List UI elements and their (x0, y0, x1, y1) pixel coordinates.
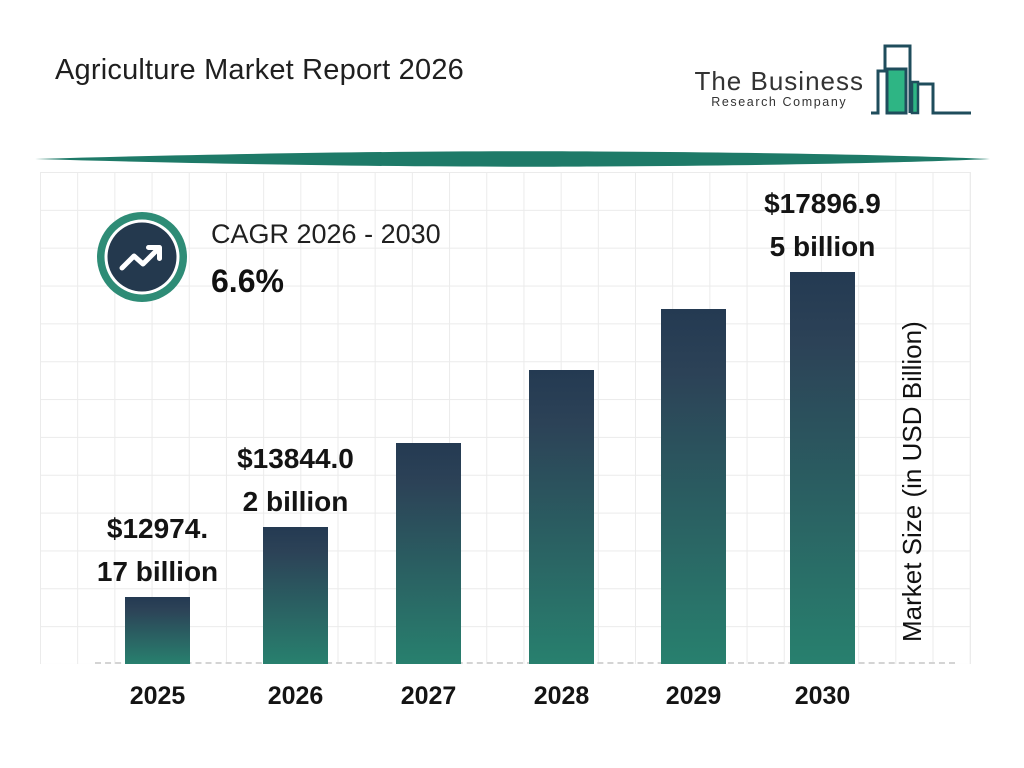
bar-value-line: $17896.9 (764, 188, 881, 219)
x-tick-2028: 2028 (533, 682, 590, 710)
logo-name: The Business (694, 66, 864, 96)
bar-2029 (661, 309, 726, 664)
skyline-bars-icon (870, 40, 974, 127)
y-axis-title: Market Size (in USD Billion) (897, 321, 927, 642)
logo-subname: Research Company (711, 95, 848, 109)
bar-value-line: $12974. (106, 513, 209, 544)
x-tick-2027: 2027 (400, 682, 457, 710)
bar-2026 (263, 527, 328, 664)
cagr-value: 6.6% (211, 263, 284, 299)
bar-value-line: 5 billion (769, 231, 876, 262)
bar-2027 (396, 443, 461, 664)
bar-value-label-2026: $13844.0 2 billion (181, 437, 411, 523)
bar-2028 (529, 370, 594, 664)
x-tick-2030: 2030 (794, 682, 851, 710)
x-axis-baseline (95, 662, 955, 664)
bar-value-line: 2 billion (242, 486, 349, 517)
company-logo: The Business Research Company (694, 38, 982, 123)
bar-value-label-2025: $12974. 17 billion (43, 507, 273, 593)
trending-up-icon (96, 211, 188, 303)
company-logo-text: The Business Research Company (694, 66, 864, 109)
x-tick-2029: 2029 (665, 682, 722, 710)
cagr-period-label: CAGR 2026 - 2030 (211, 219, 441, 249)
page-title: Agriculture Market Report 2026 (55, 54, 464, 86)
bar-value-line: $13844.0 (237, 443, 354, 474)
bar-value-line: 17 billion (96, 556, 219, 587)
bar-2030 (790, 272, 855, 664)
divider-lens (35, 150, 990, 168)
x-tick-2026: 2026 (267, 682, 324, 710)
x-tick-2025: 2025 (129, 682, 186, 710)
bar-value-label-2030: $17896.9 5 billion (708, 182, 938, 268)
bar-2025 (125, 597, 190, 664)
